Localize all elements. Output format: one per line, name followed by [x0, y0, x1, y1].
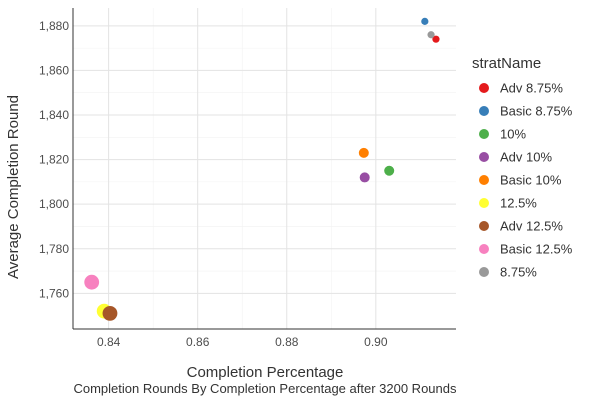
legend-swatch [479, 267, 489, 277]
x-tick-label: 0.86 [186, 335, 210, 349]
legend-swatch [479, 152, 489, 162]
legend-label: Adv 8.75% [500, 81, 563, 96]
legend-item: Basic 8.75% [479, 104, 573, 119]
legend-swatch [479, 244, 489, 254]
y-tick-label: 1,840 [39, 108, 69, 122]
data-point-basic-8-75 [421, 17, 429, 25]
axes [72, 8, 456, 330]
data-point-8-75 [427, 31, 435, 39]
legend-label: 10% [500, 127, 526, 142]
y-tick-label: 1,860 [39, 63, 69, 77]
x-tick-label: 0.84 [97, 335, 121, 349]
legend-item: Basic 10% [479, 173, 562, 188]
data-point-10 [384, 165, 395, 176]
data-point-adv-10 [359, 172, 370, 183]
legend-label: Adv 12.5% [500, 219, 563, 234]
legend-label: 8.75% [500, 265, 537, 280]
y-tick-label: 1,880 [39, 19, 69, 33]
data-point-basic-10 [358, 147, 369, 158]
legend-swatch [479, 221, 489, 231]
legend-item: Adv 12.5% [479, 219, 563, 234]
y-tick-label: 1,820 [39, 153, 69, 167]
x-tick-label: 0.90 [364, 335, 388, 349]
legend-label: 12.5% [500, 196, 537, 211]
legend-item: 10% [479, 127, 526, 142]
tick-labels: 0.84 0.86 0.88 0.90 1,760 1,780 1,800 1,820 1,84… [39, 19, 388, 349]
legend-item: Basic 12.5% [479, 242, 573, 257]
data-point-basic-12-5 [84, 274, 100, 290]
x-axis-title: Completion Percentage [187, 364, 344, 381]
legend-title: stratName [472, 55, 541, 72]
data-point-adv-12-5 [102, 305, 118, 321]
legend-label: Basic 8.75% [500, 104, 573, 119]
y-tick-label: 1,800 [39, 197, 69, 211]
legend-swatch [479, 175, 489, 185]
legend-swatch [479, 198, 489, 208]
legend-swatch [479, 106, 489, 116]
grid-lines [73, 8, 456, 329]
data-point-adv-8-75 [432, 35, 440, 43]
y-tick-label: 1,760 [39, 286, 69, 300]
legend-label: Adv 10% [500, 150, 552, 165]
legend-swatch [479, 129, 489, 139]
legend: stratName Adv 8.75% Basic 8.75% 10% Adv 10%… [472, 55, 573, 280]
legend-item: Adv 10% [479, 150, 552, 165]
legend-swatch [479, 83, 489, 93]
legend-label: Basic 10% [500, 173, 562, 188]
legend-item: 12.5% [479, 196, 537, 211]
y-tick-label: 1,780 [39, 242, 69, 256]
y-axis-title: Average Completion Round [5, 95, 22, 279]
data-points [84, 17, 440, 321]
legend-label: Basic 12.5% [500, 242, 573, 257]
x-tick-label: 0.88 [275, 335, 299, 349]
legend-item: 8.75% [479, 265, 537, 280]
chart-caption: Completion Rounds By Completion Percenta… [73, 381, 457, 396]
legend-item: Adv 8.75% [479, 81, 563, 96]
